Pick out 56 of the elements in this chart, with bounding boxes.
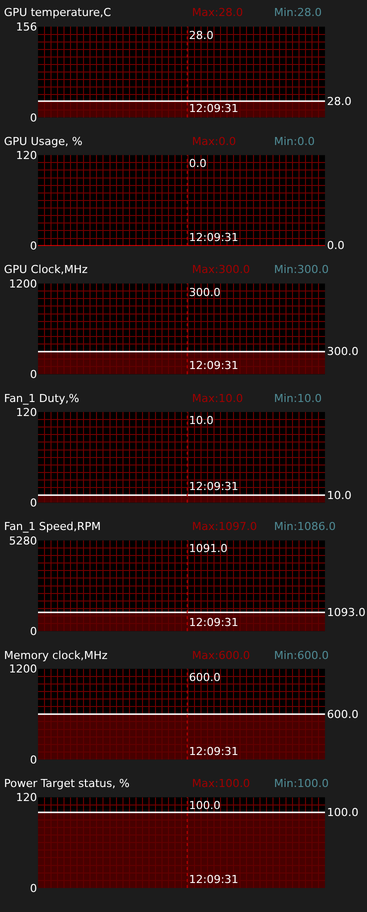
y-tick-label: 1200 bbox=[9, 662, 37, 676]
text: Min:300.0 bbox=[274, 263, 329, 276]
annotation: 0.0 bbox=[189, 157, 206, 170]
y-tick-label: 120 bbox=[16, 148, 37, 162]
annotation: 12:09:31 bbox=[189, 102, 238, 115]
annotation: 100.0 bbox=[189, 799, 220, 812]
text: 0.0 bbox=[327, 239, 344, 252]
text: Max:10.0 bbox=[192, 392, 243, 405]
y-tick-label: 0 bbox=[30, 753, 37, 766]
y-tick-label: 0 bbox=[30, 496, 37, 510]
text: 1093.0 bbox=[327, 606, 366, 619]
y-tick-label: 0 bbox=[30, 624, 37, 638]
text: 28.0 bbox=[327, 95, 352, 108]
text: Min:100.0 bbox=[274, 777, 329, 790]
y-tick-label: 0 bbox=[30, 368, 37, 382]
annotation: 28.0 bbox=[189, 29, 214, 42]
annotation: 12:09:31 bbox=[189, 616, 238, 629]
annotation: 12:09:31 bbox=[189, 745, 238, 758]
chart-title: GPU Clock,MHz bbox=[4, 263, 88, 276]
text: Min:0.0 bbox=[274, 135, 315, 148]
annotation: 12:09:31 bbox=[189, 231, 238, 244]
annotation: 300.0 bbox=[189, 286, 220, 299]
text: Max:28.0 bbox=[192, 6, 243, 19]
y-tick-label: 5280 bbox=[9, 534, 37, 548]
text: Max:600.0 bbox=[192, 649, 250, 662]
text: Max:0.0 bbox=[192, 135, 236, 148]
annotation: 1091.0 bbox=[189, 542, 228, 555]
annotation: 10.0 bbox=[189, 414, 214, 427]
y-tick-label: 1200 bbox=[9, 277, 37, 290]
annotation: 12:09:31 bbox=[189, 359, 238, 372]
chart-title: Memory clock,MHz bbox=[4, 649, 108, 662]
annotation: 600.0 bbox=[189, 671, 220, 684]
chart-title: GPU temperature,C bbox=[4, 6, 112, 19]
text: 10.0 bbox=[327, 489, 352, 502]
y-tick-label: 0 bbox=[30, 111, 37, 124]
y-tick-label: 120 bbox=[16, 406, 37, 419]
annotation: 12:09:31 bbox=[189, 873, 238, 886]
text: Min:10.0 bbox=[274, 392, 322, 405]
chart-title: Power Target status, % bbox=[4, 777, 130, 790]
text: 600.0 bbox=[327, 708, 358, 721]
text: Min:28.0 bbox=[274, 6, 322, 19]
y-tick-label: 120 bbox=[16, 791, 37, 804]
text: Max:1097.0 bbox=[192, 520, 257, 533]
y-tick-label: 0 bbox=[30, 882, 37, 895]
annotation: 12:09:31 bbox=[189, 480, 238, 493]
chart-title: Fan_1 Speed,RPM bbox=[4, 520, 101, 533]
y-tick-label: 0 bbox=[30, 240, 37, 253]
text: 100.0 bbox=[327, 806, 358, 819]
text: Max:300.0 bbox=[192, 263, 250, 276]
y-tick-label: 156 bbox=[16, 20, 37, 34]
chart-title: GPU Usage, % bbox=[4, 135, 82, 148]
text: Min:600.0 bbox=[274, 649, 329, 662]
text: Max:100.0 bbox=[192, 777, 250, 790]
text: 300.0 bbox=[327, 345, 358, 358]
text: Min:1086.0 bbox=[274, 520, 336, 533]
chart-title: Fan_1 Duty,% bbox=[4, 392, 80, 405]
